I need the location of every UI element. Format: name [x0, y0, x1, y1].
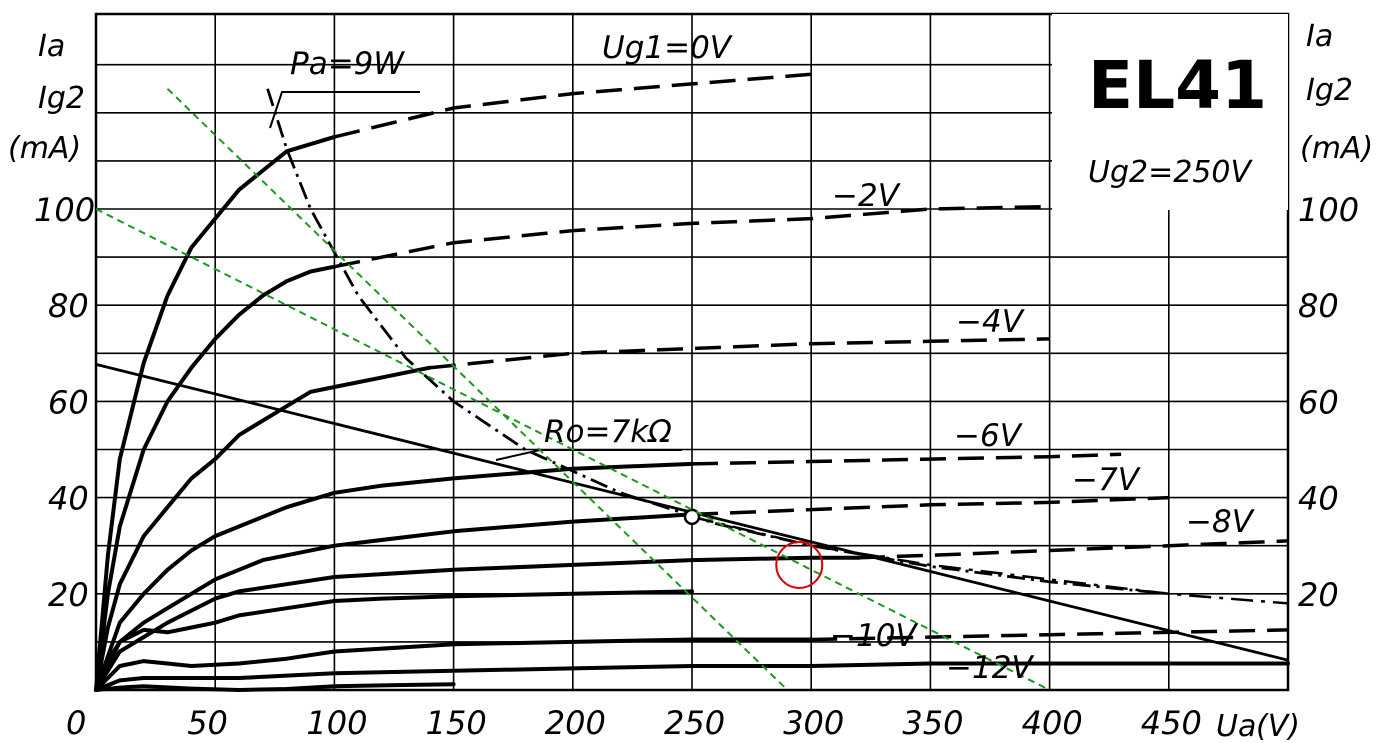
ug1-m4v-label: −4V — [956, 304, 1026, 340]
ig2-label-left: Ig2 — [38, 81, 85, 116]
x-tick-label: 450 — [1141, 704, 1202, 742]
plate-curves — [94, 72, 1290, 692]
x-tick-label: 150 — [426, 704, 487, 742]
x-tick-label: 250 — [664, 704, 725, 742]
x-tick-label: 0 — [66, 704, 86, 742]
curve-solid-5 — [94, 555, 861, 692]
ig2-label-right: Ig2 — [1306, 73, 1353, 108]
overlays — [95, 88, 1051, 691]
curve-dashed-3 — [691, 452, 1122, 466]
curve-solid-2 — [94, 365, 432, 692]
title-box — [1052, 14, 1288, 210]
chart-subtitle: Ug2=250V — [1088, 155, 1253, 190]
load-line-label: Ro=7kΩ — [544, 414, 672, 450]
x-tick-label: 350 — [902, 704, 963, 742]
y-tick-label-right: 60 — [1298, 383, 1339, 421]
ua-label: Ua — [1216, 709, 1256, 743]
power-hyperbola — [266, 88, 1169, 596]
y-tick-label-right: 20 — [1298, 576, 1339, 614]
ug1-m7v-label: −7V — [1072, 462, 1142, 498]
y-tick-label-right: 80 — [1298, 287, 1339, 325]
pa-leader-line — [269, 91, 420, 129]
chart-title: EL41 — [1088, 47, 1267, 124]
ug1-m8v-label: −8V — [1186, 504, 1256, 540]
curve-dashed-5 — [858, 539, 1289, 560]
y-tick-label-left: 80 — [48, 287, 89, 325]
y-tick-label-right: 40 — [1298, 480, 1339, 518]
ma-label-right: (mA) — [1300, 131, 1373, 166]
curve-dashed-4 — [691, 495, 1169, 517]
ug1-m12v-label: −12V — [946, 650, 1035, 686]
grid — [94, 12, 1290, 692]
ug1-m10v-label: −10V — [830, 618, 919, 654]
curve-solid-4 — [94, 512, 694, 692]
x-tick-label: 100 — [306, 704, 367, 742]
green-overlay-line-1 — [95, 208, 1051, 691]
y-tick-label-left: 20 — [48, 576, 89, 614]
x-tick-label: 300 — [783, 704, 844, 742]
curve-solid-0 — [94, 134, 337, 692]
curve-solid-7 — [94, 637, 814, 692]
red-marker-circle — [775, 540, 824, 589]
curve-solid-1 — [94, 264, 337, 692]
ia-label-right: Ia — [1306, 19, 1333, 54]
x-tick-label: 50 — [187, 704, 228, 742]
ia-label-left: Ia — [38, 29, 65, 64]
x-tick-label: 200 — [545, 704, 606, 742]
ug1-0v-label: Ug1=0V — [602, 30, 734, 66]
ug1-m2v-label: −2V — [832, 178, 902, 214]
curve-dashed-1 — [334, 204, 1050, 269]
green-overlay-line-0 — [166, 88, 789, 691]
curve-solid-9 — [94, 682, 456, 692]
curve-dashed-7 — [811, 628, 1289, 642]
curve-solid-3 — [94, 461, 694, 692]
y-tick-label-left: 100 — [34, 191, 95, 229]
operating-point — [683, 508, 701, 526]
y-tick-label-right: 100 — [1298, 191, 1359, 229]
v-unit-label: (V) — [1256, 709, 1300, 743]
pa-label: Pa=9W — [290, 46, 405, 82]
y-tick-label-left: 40 — [48, 480, 89, 518]
tick-labels: 0 50 100 150 200 250 300 350 400 450 20 20 40 40 60 60 8… — [34, 191, 1359, 742]
curve-dashed-2 — [429, 337, 1050, 370]
x-tick-label: 400 — [1022, 704, 1083, 742]
curve-solid-8 — [94, 661, 1290, 692]
ug1-m6v-label: −6V — [954, 418, 1024, 454]
curve-solid-6 — [94, 589, 694, 692]
curve-dashed-0 — [333, 72, 812, 139]
ma-label-left: (mA) — [8, 131, 81, 166]
y-tick-label-left: 60 — [48, 383, 89, 421]
